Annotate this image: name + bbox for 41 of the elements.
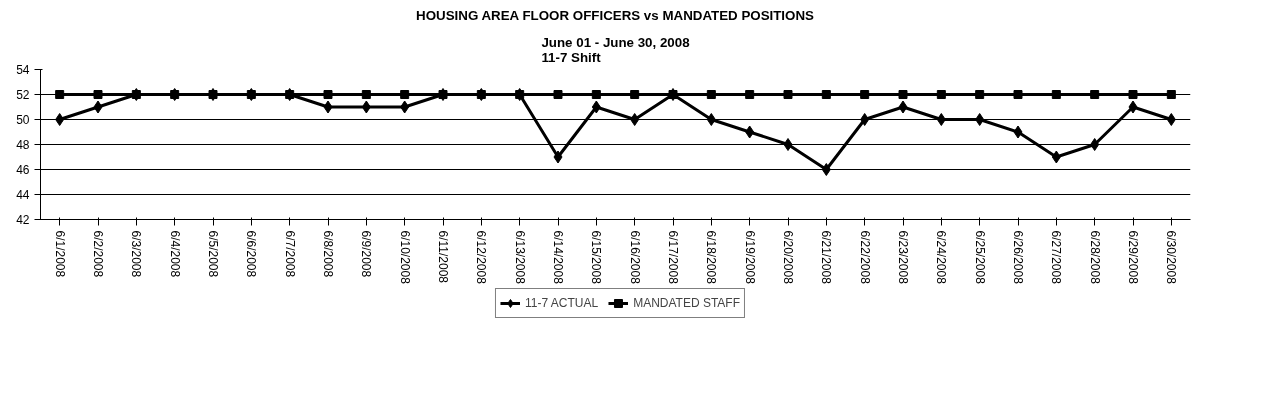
legend-label: MANDATED STAFF — [633, 296, 741, 310]
x-tick-label: 6/25/2008 — [972, 230, 987, 285]
y-tick-label: 54 — [16, 63, 30, 77]
x-tick-label: 6/4/2008 — [167, 230, 182, 278]
legend-label: 11-7 ACTUAL — [524, 296, 599, 310]
chart-title: HOUSING AREA FLOOR OFFICERS vs MANDATED POSITIONS — [416, 7, 815, 23]
x-tick-label: 6/16/2008 — [627, 230, 642, 285]
x-tick-label: 6/29/2008 — [1126, 230, 1140, 285]
y-tick-label: 46 — [16, 163, 30, 177]
x-tick-label: 6/17/2008 — [666, 230, 680, 285]
x-tick-label: 6/26/2008 — [1011, 230, 1025, 285]
x-tick-label: 6/21/2008 — [819, 230, 834, 285]
x-tick-label: 6/22/2008 — [857, 230, 872, 285]
x-tick-label: 6/20/2008 — [781, 230, 795, 285]
x-tick-label: 6/9/2008 — [359, 230, 374, 278]
x-tick-label: 6/19/2008 — [742, 230, 757, 285]
y-tick-label: 44 — [16, 188, 30, 202]
x-tick-label: 6/30/2008 — [1164, 230, 1179, 285]
x-tick-label: 6/14/2008 — [551, 230, 565, 285]
x-tick-label: 6/24/2008 — [934, 230, 949, 285]
x-tick-label: 6/5/2008 — [206, 230, 220, 278]
x-tick-label: 6/15/2008 — [589, 230, 604, 285]
x-tick-label: 6/1/2008 — [52, 230, 67, 278]
chart-subtitle: June 01 - June 30, 2008 11-7 Shift — [541, 34, 690, 65]
x-tick-label: 6/6/2008 — [244, 230, 259, 278]
y-tick-label: 48 — [16, 138, 30, 152]
x-tick-label: 6/10/2008 — [397, 230, 412, 285]
x-tick-label: 6/13/2008 — [512, 230, 527, 285]
x-tick-label: 6/27/2008 — [1049, 230, 1064, 285]
x-tick-label: 6/18/2008 — [704, 230, 719, 285]
x-tick-label: 6/2/2008 — [91, 230, 105, 278]
x-tick-label: 6/11/2008 — [436, 230, 450, 284]
y-tick-label: 50 — [16, 113, 30, 127]
x-tick-label: 6/12/2008 — [474, 230, 489, 285]
y-tick-label: 42 — [16, 213, 30, 227]
x-tick-label: 6/23/2008 — [896, 230, 910, 285]
x-tick-label: 6/7/2008 — [282, 230, 297, 278]
x-tick-label: 6/28/2008 — [1087, 230, 1102, 285]
x-tick-label: 6/3/2008 — [129, 230, 144, 278]
x-tick-label: 6/8/2008 — [321, 230, 335, 278]
y-tick-label: 52 — [16, 88, 30, 102]
